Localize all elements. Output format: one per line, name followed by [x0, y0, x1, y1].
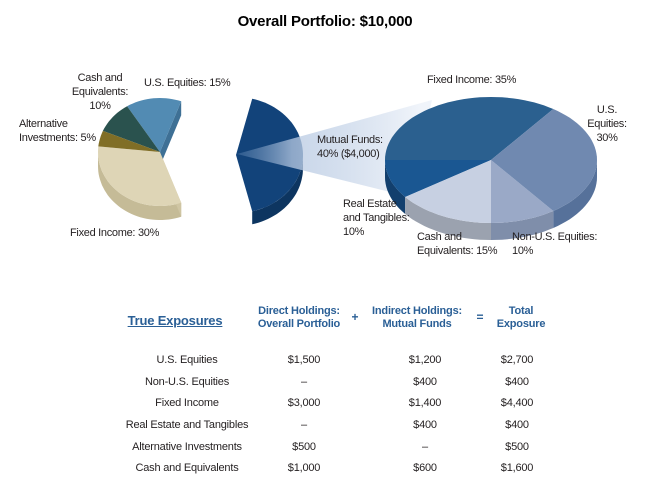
pie-slice-u-s-equities-face [160, 101, 182, 166]
pie-slice-cash-and-equivalents [405, 160, 491, 223]
figure-title: Overall Portfolio: $10,000 [237, 13, 413, 30]
label-fixed-income-left: Fixed Income: 30% [70, 227, 160, 239]
table-title: True Exposures [127, 313, 223, 328]
cell-real-estate-and-tangibles-col1: – [301, 419, 307, 431]
pie-slice-mutual-funds-side [252, 155, 303, 225]
pie-slice-real-estate-and-tangibles [385, 160, 491, 197]
pie-slice-u-s-equities [127, 98, 182, 152]
row-label-real-estate-and-tangibles: Real Estate and Tangibles [125, 419, 249, 431]
cell-u-s-equities-col2: $1,200 [408, 354, 442, 366]
cell-real-estate-and-tangibles-col2: $400 [413, 419, 437, 431]
cell-fixed-income-col3: $4,400 [500, 397, 534, 409]
cell-non-u-s-equities-col1: – [301, 376, 307, 388]
cell-non-u-s-equities-col3: $400 [505, 376, 529, 388]
cell-alternative-investments-col1: $500 [292, 441, 316, 453]
cell-alternative-investments-col3: $500 [505, 441, 529, 453]
cell-cash-and-equivalents-col3: $1,600 [500, 462, 534, 474]
row-label-alternative-investments: Alternative Investments [132, 441, 242, 453]
mutual-funds-beam [237, 100, 432, 197]
col-header-total-exposure: Total Exposure [496, 305, 546, 330]
pie-slice-fixed-income-side [98, 152, 182, 220]
cell-u-s-equities-col1: $1,500 [287, 354, 321, 366]
cell-cash-and-equivalents-col2: $600 [413, 462, 437, 474]
cell-fixed-income-col1: $3,000 [287, 397, 321, 409]
pie-slice-real-estate-and-tangibles-side [385, 160, 406, 214]
row-label-u-s-equities: U.S. Equities [156, 354, 218, 366]
col-header-direct-holdings: Direct Holdings: Overall Portfolio [257, 305, 341, 330]
label-alternative-investments: Alternative Investments: 5% [19, 118, 96, 144]
label-fixed-income-right: Fixed Income: 35% [427, 74, 517, 86]
cell-real-estate-and-tangibles-col3: $400 [505, 419, 529, 431]
cell-cash-and-equivalents-col1: $1,000 [287, 462, 321, 474]
label-real-estate: Real Estate and Tangibles: 10% [343, 198, 410, 238]
col-header-indirect-holdings: Indirect Holdings: Mutual Funds [372, 305, 462, 330]
row-label-non-u-s-equities: Non-U.S. Equities [144, 376, 230, 388]
label-cash-equivalents-left: Cash and Equivalents: 10% [71, 72, 129, 112]
cell-u-s-equities-col3: $2,700 [500, 354, 534, 366]
plus-operator: + [351, 310, 359, 324]
cell-alternative-investments-col2: – [422, 441, 428, 453]
pie-slice-fixed-income [385, 97, 554, 160]
pie-slice-non-u-s-equities [491, 160, 554, 223]
label-cash-equivalents-right: Cash and Equivalents: 15% [417, 231, 498, 257]
label-us-equities-right: U.S. Equities: 30% [587, 104, 627, 144]
pie-slice-u-s-equities [491, 109, 597, 211]
pie-slice-cash-and-equivalents [102, 106, 160, 152]
equals-operator: = [476, 310, 484, 324]
pie-slice-fixed-income [98, 146, 182, 206]
pie-slice-alternative-investments [98, 130, 160, 152]
row-label-fixed-income: Fixed Income [155, 397, 219, 409]
pie-slice-u-s-equities-side [553, 160, 597, 228]
pie-slice-non-u-s-equities-side [491, 211, 554, 240]
cell-non-u-s-equities-col2: $400 [413, 376, 437, 388]
mutual-funds-pie [385, 97, 597, 240]
pie-slice-cash-and-equivalents-side [405, 197, 491, 240]
label-mutual-funds: Mutual Funds: 40% ($4,000) [317, 134, 383, 160]
row-label-cash-and-equivalents: Cash and Equivalents [135, 462, 239, 474]
label-us-equities-left: U.S. Equities: 15% [144, 77, 231, 89]
label-non-us-equities: Non-U.S. Equities: 10% [512, 231, 598, 257]
cell-fixed-income-col2: $1,400 [408, 397, 442, 409]
